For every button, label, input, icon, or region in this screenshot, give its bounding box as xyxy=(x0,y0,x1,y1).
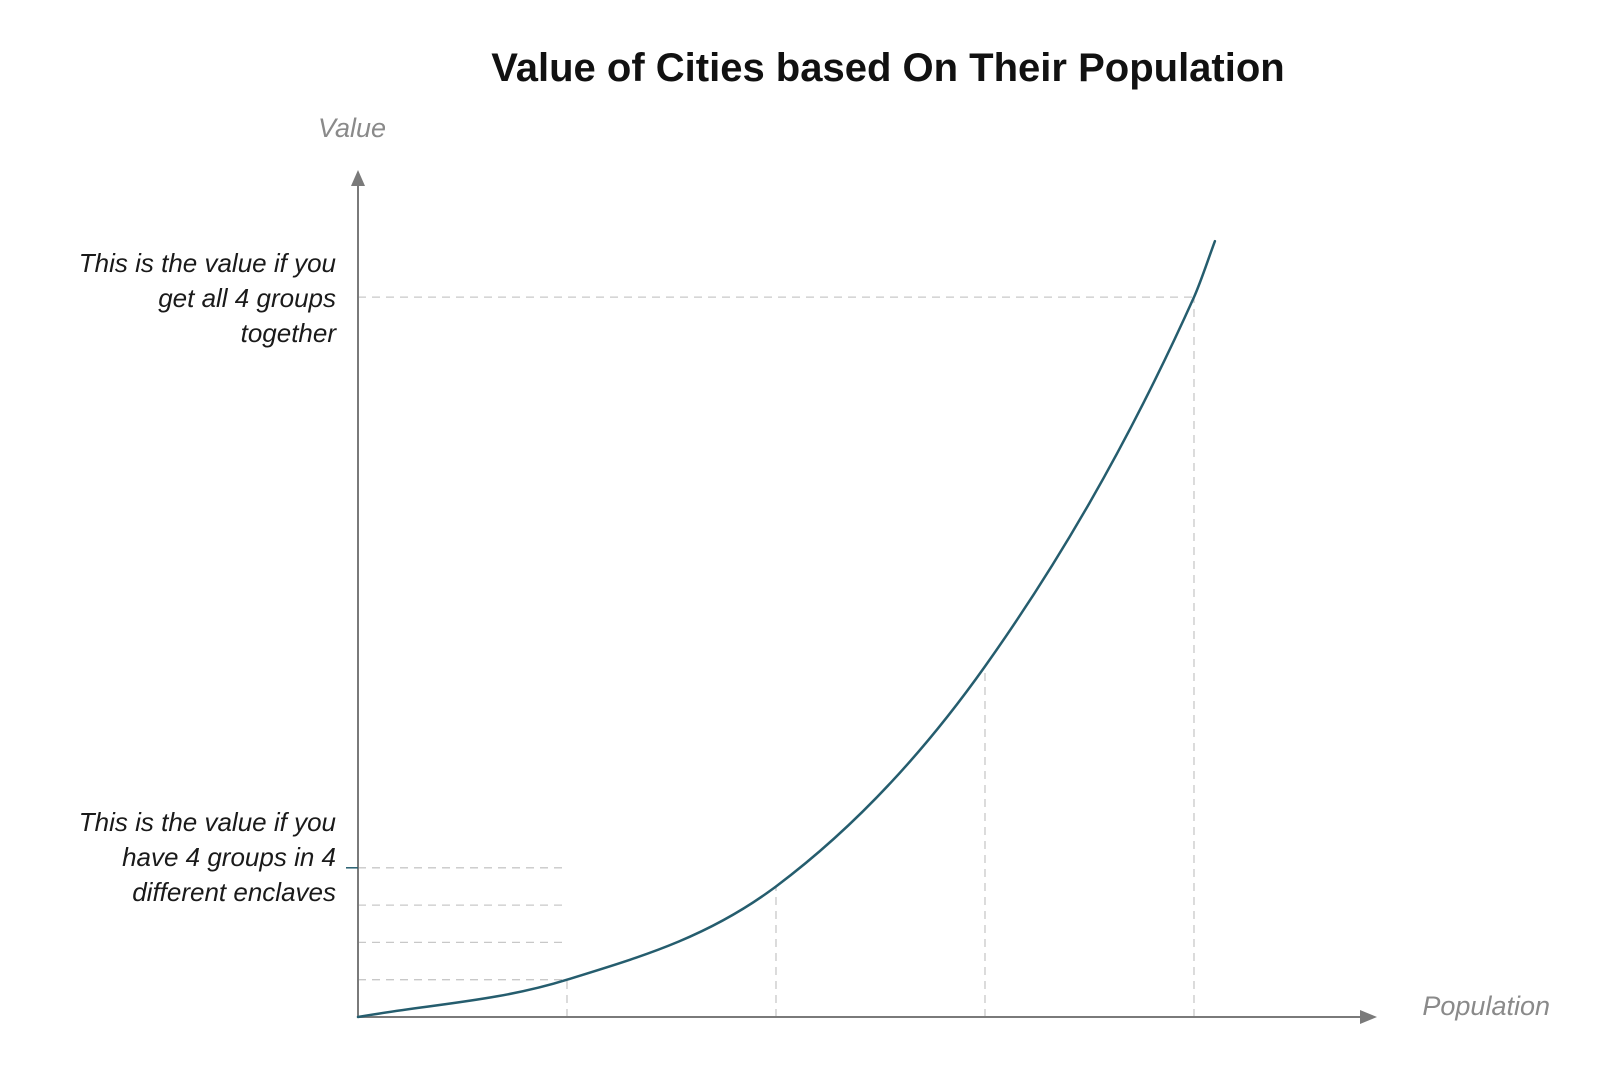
annotation-2-line-1: This is the value if you xyxy=(79,807,336,837)
annotations: This is the value if you get all 4 groups… xyxy=(79,248,338,907)
annotation-1-line-2: get all 4 groups xyxy=(158,283,336,313)
value-curve xyxy=(356,239,1217,1019)
guide-lines xyxy=(358,296,1195,1017)
y-axis-label: Value xyxy=(318,113,386,143)
annotation-2: This is the value if you have 4 groups in… xyxy=(79,807,336,907)
annotation-1-line-3: together xyxy=(241,318,338,348)
x-axis-label: Population xyxy=(1422,991,1550,1021)
curve-marks xyxy=(346,239,1217,1019)
annotation-2-line-2: have 4 groups in 4 xyxy=(122,842,336,872)
annotation-1-line-1: This is the value if you xyxy=(79,248,336,278)
annotation-1: This is the value if you get all 4 groups… xyxy=(79,248,338,348)
x-axis-arrow-icon xyxy=(1360,1010,1377,1024)
chart-title: Value of Cities based On Their Populatio… xyxy=(491,46,1284,90)
annotation-2-line-3: different enclaves xyxy=(132,877,336,907)
y-axis-arrow-icon xyxy=(351,170,365,186)
